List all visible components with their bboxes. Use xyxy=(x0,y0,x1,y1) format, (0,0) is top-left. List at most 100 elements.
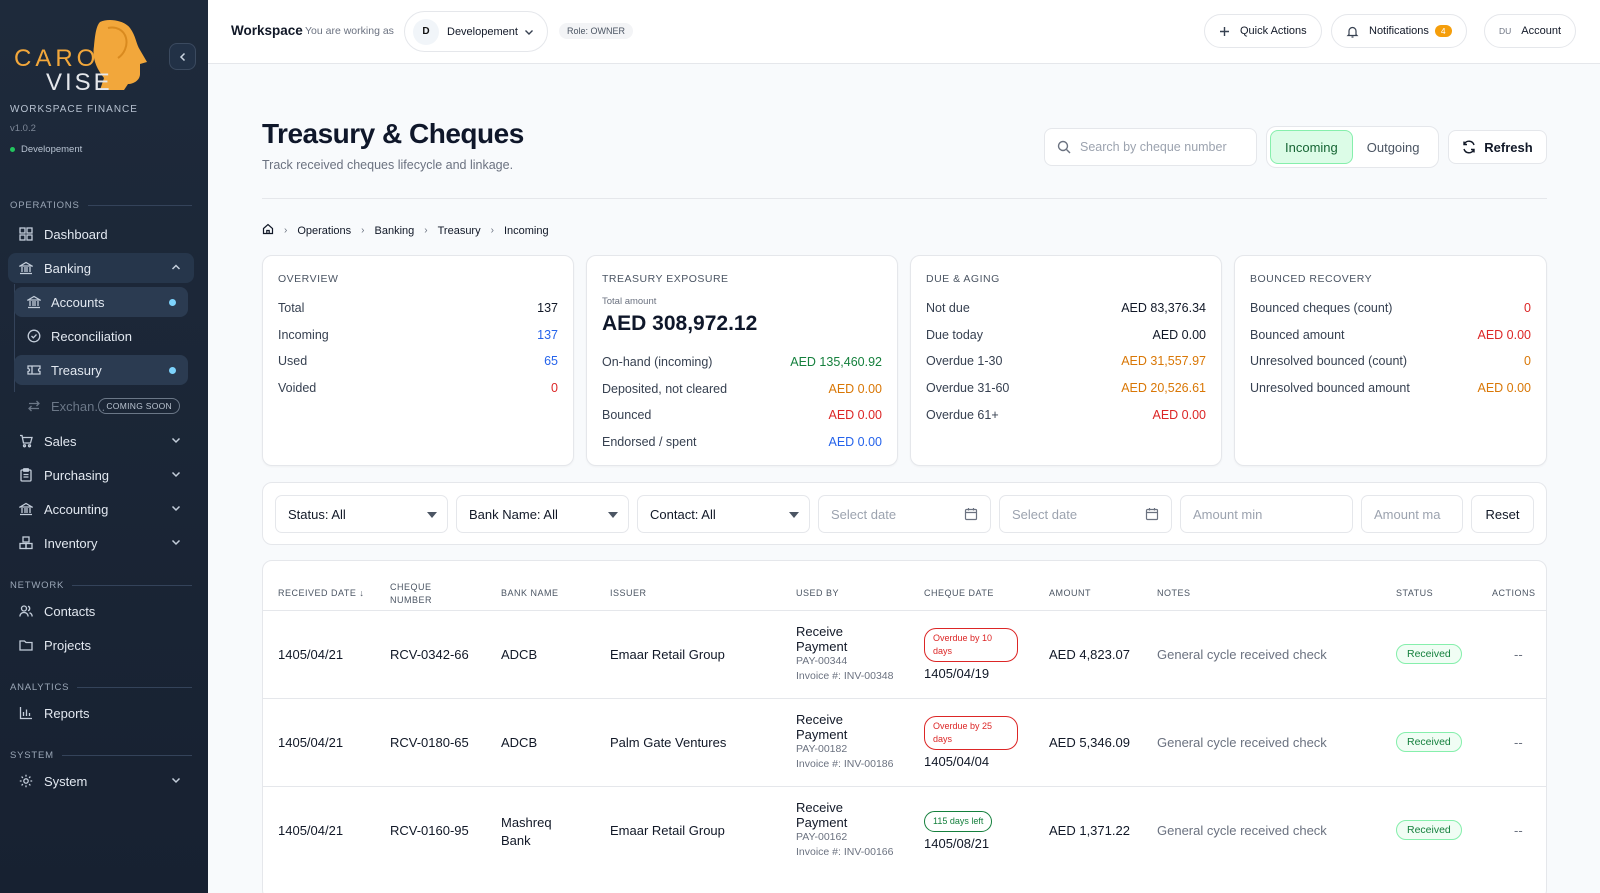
stat-label: Unresolved bounced amount xyxy=(1250,381,1410,395)
breadcrumb-operations[interactable]: Operations xyxy=(297,224,352,237)
search-input[interactable] xyxy=(1080,140,1240,154)
treasury-exposure-card: TREASURY EXPOSURE Total amount AED 308,9… xyxy=(586,255,898,466)
check-circle-icon xyxy=(26,328,42,344)
stat-row: Used 65 xyxy=(278,354,558,368)
overview-card: OVERVIEW Total 137 Incoming 137 Used 65 Voi… xyxy=(262,255,574,466)
row-actions[interactable]: -- xyxy=(1514,823,1523,838)
table-row[interactable]: 1405/04/21 RCV-0180-65 ADCB Palm Gate Ve… xyxy=(263,698,1546,786)
stat-label: Total xyxy=(278,301,305,315)
sidebar-item-label: Projects xyxy=(44,637,91,653)
stat-label: Voided xyxy=(278,381,317,395)
col-actions: ACTIONS xyxy=(1492,588,1536,598)
notifications-button[interactable]: Notifications 4 xyxy=(1331,14,1467,48)
filters-bar: Status: All Bank Name: All Contact: All … xyxy=(262,482,1547,545)
chevron-down-icon xyxy=(525,30,533,35)
boxes-icon xyxy=(18,535,34,551)
row-actions[interactable]: -- xyxy=(1514,647,1523,662)
sidebar-item-reconciliation[interactable]: Reconciliation xyxy=(14,321,188,351)
stat-value: 137 xyxy=(537,301,558,315)
col-amount: AMOUNT xyxy=(1049,588,1091,598)
workspace-name: Developement xyxy=(447,25,518,38)
date-to-picker[interactable]: Select date xyxy=(999,495,1172,533)
status-filter[interactable]: Status: All xyxy=(275,495,448,533)
breadcrumb-banking[interactable]: Banking xyxy=(374,224,415,237)
svg-text:VISE: VISE xyxy=(46,69,113,90)
breadcrumb: › Operations › Banking › Treasury › Inco… xyxy=(262,223,549,238)
total-amount-label: Total amount xyxy=(602,296,657,307)
stat-row: Unresolved bounced amount AED 0.00 xyxy=(1250,381,1531,395)
stat-row: Endorsed / spent AED 0.00 xyxy=(602,435,882,449)
sidebar-item-sales[interactable]: Sales xyxy=(8,426,194,456)
stat-value: AED 0.00 xyxy=(1477,381,1531,395)
stat-value: AED 31,557.97 xyxy=(1121,354,1206,368)
used-by-invoice: Invoice #: INV-00166 xyxy=(796,846,894,858)
account-button[interactable]: DU Account xyxy=(1484,14,1577,48)
cheque-date-value: 1405/08/21 xyxy=(924,836,990,851)
refresh-icon xyxy=(1462,140,1476,154)
stat-label: Bounced amount xyxy=(1250,328,1345,342)
row-actions[interactable]: -- xyxy=(1514,735,1523,750)
sidebar-item-accounts[interactable]: Accounts xyxy=(14,287,188,317)
breadcrumb-treasury[interactable]: Treasury xyxy=(437,224,481,237)
home-icon[interactable] xyxy=(262,223,274,238)
sidebar-item-label: Sales xyxy=(44,433,77,449)
sidebar-item-treasury[interactable]: Treasury xyxy=(14,355,188,385)
card-title: TREASURY EXPOSURE xyxy=(602,273,729,285)
col-notes: NOTES xyxy=(1157,588,1191,598)
used-by-invoice: Invoice #: INV-00186 xyxy=(796,758,894,770)
contact-filter[interactable]: Contact: All xyxy=(637,495,810,533)
stat-label: On-hand (incoming) xyxy=(602,355,713,369)
sidebar-item-label: Dashboard xyxy=(44,226,108,242)
overdue-badge: Overdue by 25 days xyxy=(924,716,1018,750)
bar-chart-icon xyxy=(18,705,34,721)
collapse-sidebar-button[interactable] xyxy=(169,43,196,70)
col-cheque-date: CHEQUE DATE xyxy=(924,588,994,598)
table-row[interactable]: 1405/04/21 RCV-0160-95 Mashreq Bank Emaa… xyxy=(263,786,1546,874)
tab-outgoing[interactable]: Outgoing xyxy=(1366,139,1420,155)
calendar-icon xyxy=(1145,507,1159,521)
ticket-icon xyxy=(26,362,42,378)
sidebar-item-contacts[interactable]: Contacts xyxy=(8,596,194,626)
stat-row: Bounced amount AED 0.00 xyxy=(1250,328,1531,342)
sidebar-item-banking[interactable]: Banking xyxy=(8,253,194,283)
cell-notes: General cycle received check xyxy=(1157,823,1327,838)
section-network: NETWORK xyxy=(10,580,192,591)
cell-amount: AED 4,823.07 xyxy=(1049,647,1130,662)
cell-used-by[interactable]: Receive Payment PAY-00344 Invoice #: INV… xyxy=(796,624,896,684)
direction-toggle: Incoming Outgoing xyxy=(1266,126,1439,168)
chevron-right-icon: › xyxy=(284,225,288,236)
sidebar-item-accounting[interactable]: Accounting xyxy=(8,494,194,524)
workspace-selector[interactable]: D Developement xyxy=(404,11,548,52)
sidebar-item-dashboard[interactable]: Dashboard xyxy=(8,219,194,249)
sidebar-item-system[interactable]: System xyxy=(8,766,194,796)
cell-used-by[interactable]: Receive Payment PAY-00162 Invoice #: INV… xyxy=(796,800,896,860)
cell-amount: AED 1,371.22 xyxy=(1049,823,1130,838)
quick-actions-button[interactable]: Quick Actions xyxy=(1204,14,1322,48)
role-badge: Role: OWNER xyxy=(559,23,634,39)
quick-actions-label: Quick Actions xyxy=(1240,25,1307,37)
refresh-button[interactable]: Refresh xyxy=(1448,130,1547,164)
sidebar-item-purchasing[interactable]: Purchasing xyxy=(8,460,194,490)
cheque-search[interactable] xyxy=(1044,128,1257,166)
caret-down-icon xyxy=(608,512,618,518)
col-received-date[interactable]: RECEIVED DATE ↓ xyxy=(278,588,365,598)
bank-filter[interactable]: Bank Name: All xyxy=(456,495,629,533)
cell-issuer: Emaar Retail Group xyxy=(610,647,725,662)
caret-down-icon xyxy=(789,512,799,518)
table-row[interactable]: 1405/04/21 RCV-0342-66 ADCB Emaar Retail… xyxy=(263,610,1546,698)
environment-name: Developement xyxy=(21,144,83,155)
sidebar-item-projects[interactable]: Projects xyxy=(8,630,194,660)
cell-used-by[interactable]: Receive Payment PAY-00182 Invoice #: INV… xyxy=(796,712,896,772)
tab-incoming[interactable]: Incoming xyxy=(1270,130,1353,164)
cell-cheque-number: RCV-0180-65 xyxy=(390,735,469,750)
calendar-icon xyxy=(964,507,978,521)
stat-label: Bounced cheques (count) xyxy=(1250,301,1393,315)
sidebar-item-inventory[interactable]: Inventory xyxy=(8,528,194,558)
stat-row: Due today AED 0.00 xyxy=(926,328,1206,342)
amount-max-input[interactable]: Amount ma xyxy=(1361,495,1463,533)
date-from-picker[interactable]: Select date xyxy=(818,495,991,533)
amount-min-input[interactable]: Amount min xyxy=(1180,495,1353,533)
dashboard-icon xyxy=(18,226,34,242)
reset-button[interactable]: Reset xyxy=(1471,495,1534,533)
sidebar-item-reports[interactable]: Reports xyxy=(8,698,194,728)
